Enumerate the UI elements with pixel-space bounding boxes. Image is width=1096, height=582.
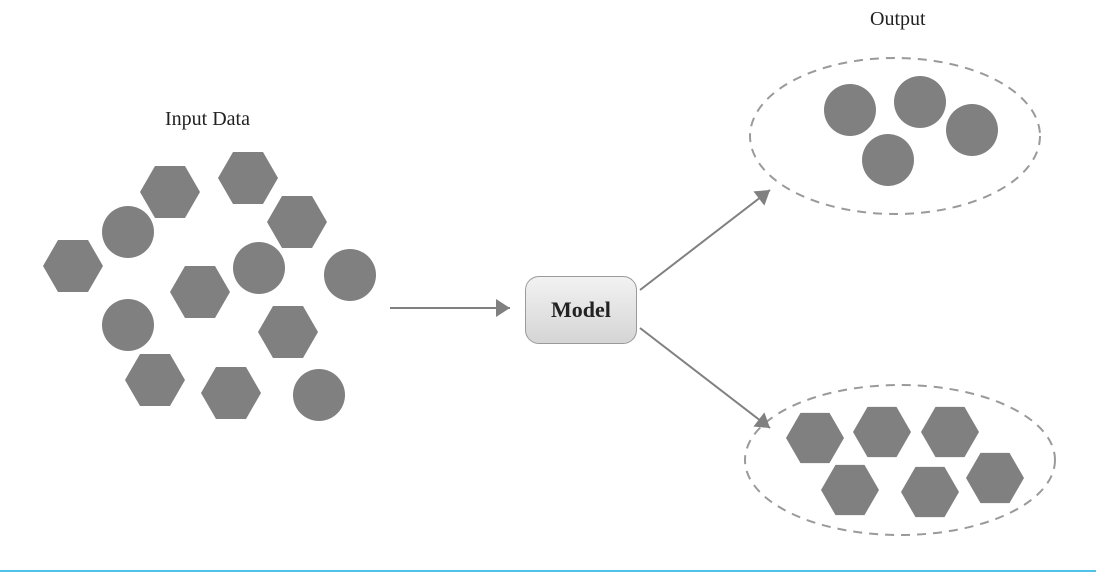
output-bottom-hexagon-4 <box>901 467 959 517</box>
diagram-canvas: Input Data Output Model <box>0 0 1096 582</box>
input-hexagon-1 <box>140 166 200 218</box>
input-hexagon-2 <box>218 152 278 204</box>
arrow-input-to-model <box>390 299 510 317</box>
input-circle-1 <box>233 242 285 294</box>
output-bottom-hexagon-2 <box>921 407 979 457</box>
model-box-label: Model <box>551 297 611 323</box>
input-hexagon-5 <box>258 306 318 358</box>
output-top-circle-0 <box>824 84 876 136</box>
input-circle-3 <box>102 299 154 351</box>
output-top-circle-3 <box>862 134 914 186</box>
output-top-circle-2 <box>946 104 998 156</box>
output-bottom-hexagon-5 <box>966 453 1024 503</box>
arrow-model-to-top <box>640 190 770 290</box>
input-hexagon-6 <box>125 354 185 406</box>
input-hexagon-3 <box>170 266 230 318</box>
input-circle-0 <box>102 206 154 258</box>
input-data-label: Input Data <box>165 108 250 131</box>
output-bottom-hexagon-0 <box>786 413 844 463</box>
input-circle-2 <box>324 249 376 301</box>
output-bottom-hexagon-3 <box>821 465 879 515</box>
input-hexagon-0 <box>43 240 103 292</box>
arrow-model-to-bottom <box>640 328 770 428</box>
input-hexagon-7 <box>201 367 261 419</box>
output-bottom-hexagon-1 <box>853 407 911 457</box>
input-hexagon-4 <box>267 196 327 248</box>
output-label: Output <box>870 8 926 31</box>
input-circle-4 <box>293 369 345 421</box>
model-box: Model <box>525 276 637 344</box>
output-top-circle-1 <box>894 76 946 128</box>
footer-separator <box>0 570 1096 572</box>
